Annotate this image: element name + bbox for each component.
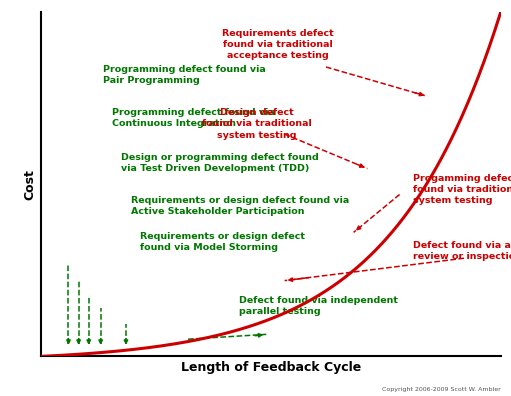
Y-axis label: Cost: Cost [24, 169, 37, 200]
Text: Defect found via independent
parallel testing: Defect found via independent parallel te… [239, 296, 398, 316]
Text: Programming defect found via
Pair Programming: Programming defect found via Pair Progra… [103, 65, 266, 86]
X-axis label: Length of Feedback Cycle: Length of Feedback Cycle [181, 361, 361, 373]
Text: Requirements defect
found via traditional
acceptance testing: Requirements defect found via traditiona… [222, 29, 334, 60]
Text: Design defect
found via traditional
system testing: Design defect found via traditional syst… [202, 109, 312, 139]
Text: Defect found via a
review or inspection: Defect found via a review or inspection [413, 241, 511, 261]
Text: Design or programming defect found
via Test Driven Development (TDD): Design or programming defect found via T… [122, 153, 319, 173]
Text: Requirements or design defect found via
Active Stakeholder Participation: Requirements or design defect found via … [131, 196, 349, 215]
Text: Programming defect found via
Continuous Integration: Programming defect found via Continuous … [112, 109, 275, 128]
Text: Requirements or design defect
found via Model Storming: Requirements or design defect found via … [140, 232, 305, 253]
Text: Copyright 2006-2009 Scott W. Ambler: Copyright 2006-2009 Scott W. Ambler [382, 387, 501, 392]
Text: Progamming defect
found via traditional
system testing: Progamming defect found via traditional … [413, 174, 511, 205]
